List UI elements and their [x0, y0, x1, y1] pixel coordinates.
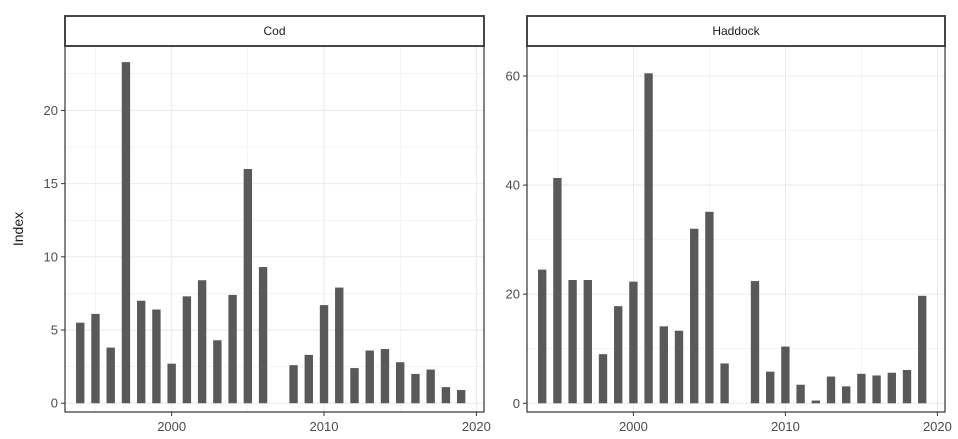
bar-haddock-2001 — [644, 73, 653, 404]
x-tick-label: 2020 — [923, 419, 952, 434]
plot-background — [527, 46, 945, 412]
y-tick-label: 40 — [506, 178, 520, 193]
bar-cod-2010 — [319, 305, 329, 404]
bar-cod-2003 — [213, 340, 222, 404]
y-tick-label: 20 — [506, 287, 520, 302]
y-tick-label: 20 — [44, 103, 58, 118]
y-tick-label: 60 — [506, 69, 520, 84]
x-tick-label: 2010 — [310, 419, 339, 434]
x-tick-label: 2010 — [771, 419, 800, 434]
facet-strip-label: Haddock — [712, 24, 760, 38]
facet-strip-background — [64, 15, 485, 47]
bar-haddock-2013 — [826, 376, 836, 404]
bar-cod-2015 — [396, 362, 405, 404]
bar-cod-2018 — [441, 387, 451, 404]
bar-haddock-2006 — [720, 363, 729, 404]
panel-haddock: Haddock 0 20 40 60 2000 2010 2020 — [506, 15, 952, 434]
y-tick-label: 5 — [51, 323, 58, 338]
bar-haddock-1995 — [553, 178, 562, 404]
bar-cod-1994 — [76, 322, 85, 404]
bar-cod-1996 — [106, 347, 115, 404]
bar-cod-2000 — [167, 363, 176, 404]
bar-cod-2011 — [335, 287, 344, 404]
bar-cod-2002 — [197, 280, 207, 404]
bar-cod-1995 — [91, 313, 100, 404]
facet-strip-label: Cod — [263, 24, 285, 38]
bar-cod-2016 — [411, 373, 420, 404]
bar-cod-2001 — [182, 296, 192, 404]
bar-haddock-2015 — [857, 373, 866, 404]
bar-haddock-2018 — [902, 370, 912, 404]
bar-haddock-1996 — [568, 280, 577, 404]
bar-haddock-2009 — [766, 371, 775, 404]
bar-cod-2013 — [365, 350, 374, 404]
x-tick-label: 2020 — [462, 419, 491, 434]
y-tick-label: 10 — [44, 249, 58, 264]
bar-haddock-2008 — [750, 281, 760, 404]
y-tick-label: 0 — [51, 396, 58, 411]
bar-haddock-2011 — [796, 384, 805, 404]
bar-cod-2006 — [258, 267, 268, 404]
bar-cod-1999 — [152, 309, 161, 404]
bar-haddock-2012 — [811, 400, 820, 404]
bar-haddock-1999 — [614, 306, 623, 404]
bar-cod-1997 — [121, 62, 131, 404]
bar-haddock-1994 — [538, 269, 547, 404]
bar-cod-2019 — [456, 390, 466, 404]
bar-haddock-2010 — [781, 346, 790, 404]
bar-haddock-2017 — [887, 372, 896, 404]
plot-background — [65, 46, 484, 412]
bar-haddock-1998 — [598, 354, 608, 404]
bar-haddock-2014 — [842, 386, 851, 404]
x-tick-label: 2000 — [157, 419, 186, 434]
bar-cod-2014 — [380, 349, 390, 404]
panels-group: Cod 0 5 10 15 20 2000 2010 2020 Haddock 0 20 40 60 200… — [44, 15, 952, 434]
bar-cod-2008 — [289, 365, 298, 404]
y-axis-title: Index — [10, 212, 26, 246]
facet-strip-background — [526, 15, 946, 47]
bar-haddock-2016 — [872, 375, 881, 404]
bar-haddock-2005 — [705, 211, 714, 404]
y-tick-label: 15 — [44, 176, 58, 191]
bar-haddock-2003 — [674, 330, 684, 404]
bar-cod-2005 — [243, 168, 253, 404]
bar-cod-1998 — [136, 300, 146, 404]
bar-haddock-2000 — [629, 281, 638, 404]
bar-haddock-2004 — [690, 228, 699, 404]
bar-haddock-2019 — [918, 295, 927, 404]
bar-cod-2009 — [304, 354, 313, 404]
bar-haddock-2002 — [659, 326, 668, 404]
bar-cod-2012 — [350, 368, 359, 404]
x-tick-label: 2000 — [619, 419, 648, 434]
panel-cod: Cod 0 5 10 15 20 2000 2010 2020 — [44, 15, 491, 434]
y-tick-label: 0 — [513, 396, 520, 411]
bar-cod-2004 — [228, 294, 237, 404]
bar-cod-2017 — [426, 369, 435, 404]
bar-haddock-1997 — [583, 280, 592, 404]
